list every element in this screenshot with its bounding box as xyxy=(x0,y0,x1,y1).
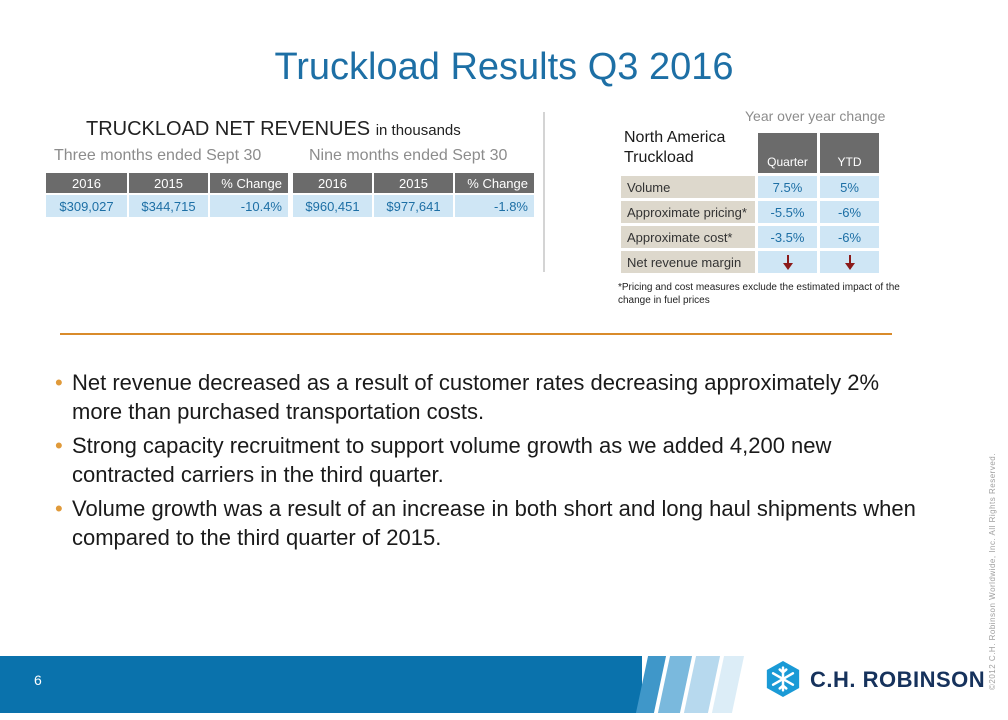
yoy-table: Quarter YTD Volume 7.5% 5% Approximate p… xyxy=(618,130,882,276)
table-header-cell: 2016 xyxy=(293,173,372,193)
yoy-label: Year over year change xyxy=(745,108,886,124)
table-header-cell: 2015 xyxy=(374,173,453,193)
table-row: Net revenue margin xyxy=(621,251,879,273)
bullet-icon: • xyxy=(55,370,63,395)
nine-months-table: 2016 2015 % Change $960,451 $977,641 -1.… xyxy=(291,171,536,219)
table-header-row: Quarter YTD xyxy=(621,133,879,173)
table-cell: 5% xyxy=(820,176,879,198)
table-row: Approximate cost* -3.5% -6% xyxy=(621,226,879,248)
three-months-table: 2016 2015 % Change $309,027 $344,715 -10… xyxy=(44,171,290,219)
segment-label-line: North America xyxy=(624,129,726,146)
down-arrow-icon xyxy=(782,255,793,271)
nine-months-label: Nine months ended Sept 30 xyxy=(309,147,508,164)
table-header-row: 2016 2015 % Change xyxy=(46,173,288,193)
table-cell: $344,715 xyxy=(129,195,208,217)
list-item-text: Volume growth was a result of an increas… xyxy=(72,496,916,550)
net-revenues-heading-text: TRUCKLOAD NET REVENUES xyxy=(86,118,371,140)
table-cell: $977,641 xyxy=(374,195,453,217)
footnote: *Pricing and cost measures exclude the e… xyxy=(618,282,900,306)
table-cell: -6% xyxy=(820,201,879,223)
table-cell: -10.4% xyxy=(210,195,288,217)
row-label: Volume xyxy=(621,176,755,198)
logo-text: C.H. ROBINSON xyxy=(810,667,986,692)
table-row: $960,451 $977,641 -1.8% xyxy=(293,195,534,217)
bullet-list: • Net revenue decreased as a result of cu… xyxy=(52,368,932,557)
table-cell xyxy=(758,251,817,273)
list-item: • Volume growth was a result of an increa… xyxy=(52,494,932,552)
down-arrow-icon xyxy=(844,255,855,271)
bullet-icon: • xyxy=(55,433,63,458)
table-row: $309,027 $344,715 -10.4% xyxy=(46,195,288,217)
page-number: 6 xyxy=(34,672,42,688)
snowflake-logo-icon xyxy=(766,660,800,698)
segment-label-line: Truckload xyxy=(624,149,694,166)
table-cell: $960,451 xyxy=(293,195,372,217)
table-header-cell: Quarter xyxy=(758,133,817,173)
table-row: Approximate pricing* -5.5% -6% xyxy=(621,201,879,223)
table-cell: -1.8% xyxy=(455,195,534,217)
table-cell: -3.5% xyxy=(758,226,817,248)
table-header-cell: YTD xyxy=(820,133,879,173)
company-logo: C.H. ROBINSON xyxy=(760,658,985,702)
net-revenues-unit: in thousands xyxy=(375,122,461,139)
net-revenues-heading: TRUCKLOAD NET REVENUES in thousands xyxy=(86,118,461,141)
table-row: Volume 7.5% 5% xyxy=(621,176,879,198)
footer-band-main xyxy=(0,656,642,713)
table-header-cell: % Change xyxy=(210,173,288,193)
list-item: • Net revenue decreased as a result of cu… xyxy=(52,368,932,426)
table-cell: -6% xyxy=(820,226,879,248)
three-months-label: Three months ended Sept 30 xyxy=(54,147,262,164)
vertical-divider xyxy=(543,112,545,272)
table-cell xyxy=(820,251,879,273)
page-title: Truckload Results Q3 2016 xyxy=(274,46,734,88)
list-item: • Strong capacity recruitment to support … xyxy=(52,431,932,489)
row-label: Approximate pricing* xyxy=(621,201,755,223)
table-header-cell: % Change xyxy=(455,173,534,193)
section-divider xyxy=(60,333,892,335)
table-cell: -5.5% xyxy=(758,201,817,223)
footer-band xyxy=(0,650,1008,720)
table-cell: 7.5% xyxy=(758,176,817,198)
list-item-text: Net revenue decreased as a result of cus… xyxy=(72,370,880,424)
bullet-icon: • xyxy=(55,496,63,521)
table-header-row: 2016 2015 % Change xyxy=(293,173,534,193)
list-item-text: Strong capacity recruitment to support v… xyxy=(72,433,832,487)
table-header-cell: 2015 xyxy=(129,173,208,193)
table-header-cell: 2016 xyxy=(46,173,127,193)
row-label: Net revenue margin xyxy=(621,251,755,273)
segment-label: North America Truckload xyxy=(624,128,725,168)
row-label: Approximate cost* xyxy=(621,226,755,248)
table-cell: $309,027 xyxy=(46,195,127,217)
